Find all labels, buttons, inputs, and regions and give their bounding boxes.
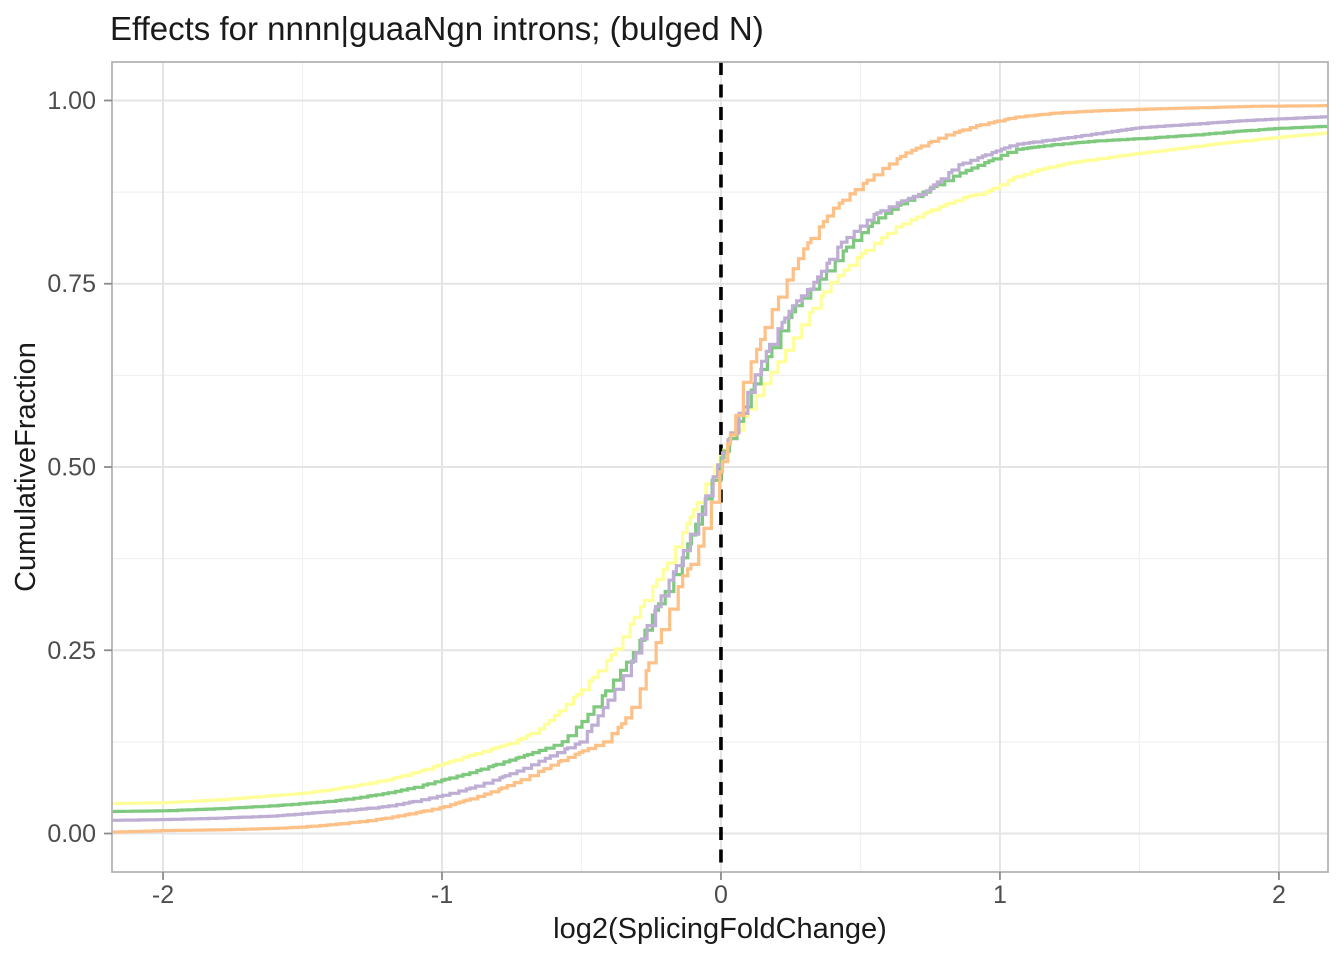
y-tick-label: 0.75 bbox=[47, 270, 96, 298]
x-tick-label: 1 bbox=[993, 881, 1007, 909]
y-tick-label: 1.00 bbox=[47, 87, 96, 115]
x-tick-label: -1 bbox=[431, 881, 453, 909]
y-tick-label: 0.00 bbox=[47, 820, 96, 848]
curves-layer bbox=[112, 104, 1328, 834]
yellow-curve bbox=[112, 131, 1328, 806]
orange-curve bbox=[112, 104, 1328, 834]
x-tick-label: 0 bbox=[714, 881, 728, 909]
plot-title: Effects for nnnn|guaaNgn introns; (bulge… bbox=[110, 10, 764, 47]
green-curve bbox=[112, 124, 1328, 814]
x-tick-label: 2 bbox=[1272, 881, 1286, 909]
plot-panel bbox=[111, 61, 1329, 873]
x-tick-label: -2 bbox=[152, 881, 174, 909]
axes: -2 -1 0 1 2 0.00 0.25 0.50 0.75 1.00 bbox=[47, 87, 1286, 909]
y-tick-label: 0.50 bbox=[47, 454, 96, 482]
y-tick-label: 0.25 bbox=[47, 637, 96, 665]
y-axis-title: CumulativeFraction bbox=[10, 342, 42, 592]
purple-curve bbox=[112, 115, 1328, 822]
x-axis-title: log2(SplicingFoldChange) bbox=[553, 913, 887, 945]
